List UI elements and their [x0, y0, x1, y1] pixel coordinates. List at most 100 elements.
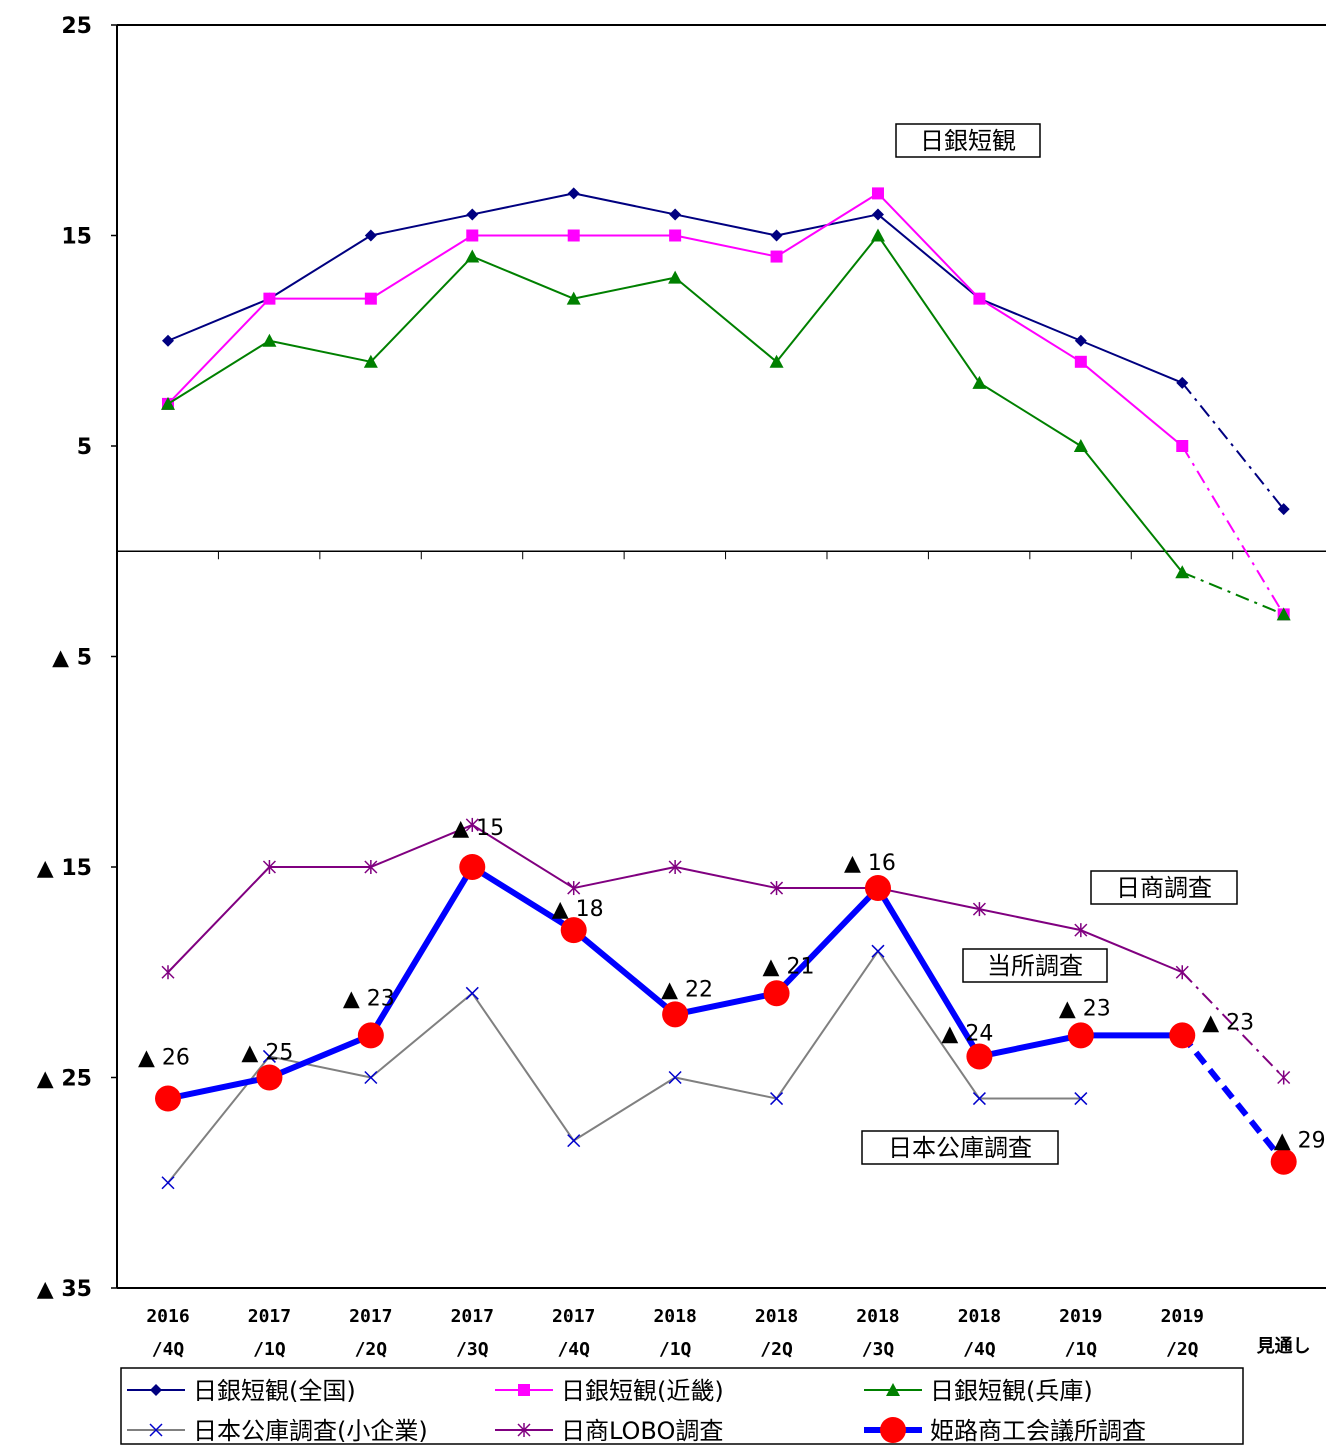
x-tick-label: /1Q — [659, 1339, 692, 1360]
x-tick-label: /1Q — [253, 1339, 286, 1360]
x-marker-stroke — [364, 1070, 378, 1085]
legend-label: 日商LOBO調査 — [561, 1417, 723, 1445]
circle-marker — [1270, 1148, 1297, 1175]
x-tick-label: /2Q — [1166, 1339, 1199, 1360]
series-3 — [161, 944, 1088, 1190]
triangle-marker — [566, 291, 581, 305]
x-marker — [972, 1092, 986, 1106]
chart-data-labels: ▲ 26 ▲ 25 ▲ 23 ▲ 15 ▲ 18 ▲ 22 ▲ 21 ▲ 16 ▲ 24 ▲ 23… — [138, 816, 1326, 1154]
square-marker — [1176, 440, 1189, 452]
data-label: ▲ 26 — [138, 1046, 190, 1071]
square-marker — [871, 187, 884, 200]
annotation-label: 日商調査 — [1116, 874, 1212, 902]
star-marker — [972, 902, 986, 917]
y-tick-label: ▲ 5 — [52, 646, 92, 671]
series-line — [167, 192, 1183, 384]
y-tick-label: ▲ 15 — [37, 856, 92, 881]
x-marker-stroke — [668, 1070, 682, 1085]
square-marker — [466, 229, 479, 242]
x-tick-label: 2017 — [552, 1306, 595, 1327]
star-marker — [262, 860, 276, 874]
series-0 — [162, 187, 1290, 516]
circle-marker — [256, 1064, 283, 1091]
series-forecast-line — [1179, 1033, 1287, 1164]
square-marker — [263, 292, 276, 305]
data-label: ▲ 24 — [941, 1021, 993, 1046]
square-marker — [973, 292, 986, 305]
annotation-box — [861, 1130, 1059, 1165]
square-marker — [364, 292, 377, 305]
series-forecast-line — [1181, 571, 1285, 616]
annotation-label: 日本公庫調査 — [888, 1134, 1032, 1162]
x-tick-label: /4Q — [963, 1339, 996, 1360]
annotation-box — [1090, 870, 1238, 905]
x-marker — [871, 944, 885, 958]
series-line — [167, 950, 1081, 1184]
diamond-marker — [150, 1384, 162, 1396]
x-marker — [1074, 1092, 1088, 1106]
circle-marker — [1169, 1022, 1196, 1049]
triangle-marker — [363, 354, 378, 368]
circle-marker — [966, 1043, 993, 1070]
y-tick-label: 5 — [77, 435, 92, 460]
x-tick-label: 見通し — [1256, 1336, 1311, 1357]
x-marker-stroke — [465, 986, 479, 1000]
circle-marker — [357, 1022, 384, 1049]
legend-label: 日本公庫調査(小企業) — [193, 1417, 428, 1445]
triangle-marker — [1175, 565, 1190, 579]
series-forecast-line — [1181, 971, 1285, 1079]
circle-marker — [459, 854, 486, 880]
chart-series — [155, 187, 1297, 1190]
circle-marker — [1067, 1022, 1094, 1049]
diamond-marker — [871, 208, 884, 221]
data-label: ▲ 25 — [241, 1041, 293, 1066]
x-tick-label: 2016 — [146, 1306, 189, 1327]
annotation-label: 当所調査 — [987, 952, 1083, 980]
data-label: ▲ 23 — [1059, 996, 1111, 1021]
x-tick-label: /3Q — [456, 1339, 489, 1360]
x-marker-stroke — [262, 1049, 276, 1063]
x-tick-label: 2019 — [1059, 1306, 1102, 1327]
circle-marker — [155, 1085, 181, 1112]
y-tick-label: 15 — [61, 225, 92, 250]
x-tick-label: /2Q — [355, 1339, 388, 1360]
star-marker — [567, 881, 581, 896]
triangle-marker — [1276, 607, 1291, 621]
series-4 — [161, 817, 1291, 1085]
diamond-marker — [466, 208, 479, 221]
data-label: ▲ 23 — [1202, 1010, 1254, 1035]
diamond-marker — [770, 229, 783, 242]
x-marker-stroke — [1074, 1092, 1088, 1106]
x-tick-label: /1Q — [1065, 1339, 1098, 1360]
x-tick-label: 2018 — [958, 1306, 1001, 1327]
square-marker — [669, 229, 682, 242]
series-1 — [162, 187, 1290, 621]
data-label: ▲ 18 — [552, 897, 604, 922]
star-marker — [465, 817, 479, 832]
x-marker — [770, 1092, 784, 1106]
diamond-marker — [364, 229, 377, 242]
diamond-marker — [1277, 503, 1290, 516]
triangle-marker — [870, 228, 885, 242]
x-tick-label: /4Q — [152, 1339, 185, 1360]
diamond-marker — [669, 208, 682, 221]
legend-label: 日銀短観(全国) — [193, 1377, 356, 1405]
x-tick-label: /4Q — [557, 1339, 590, 1360]
triangle-marker — [262, 333, 277, 347]
x-marker — [262, 1049, 276, 1063]
series-forecast-line — [1181, 382, 1285, 510]
diamond-marker — [567, 187, 580, 200]
annotation-box — [895, 123, 1041, 158]
triangle-marker — [668, 270, 683, 284]
series-line — [167, 234, 1184, 573]
y-tick-label: ▲ 35 — [37, 1277, 92, 1302]
diamond-marker — [1074, 334, 1087, 347]
x-tick-label: 2018 — [856, 1306, 899, 1327]
diamond-marker — [162, 334, 174, 347]
star-marker — [1175, 965, 1189, 980]
x-tick-label: 2018 — [653, 1306, 696, 1327]
circle-marker — [560, 917, 587, 944]
star-marker — [517, 1423, 531, 1437]
series-5 — [155, 854, 1297, 1175]
